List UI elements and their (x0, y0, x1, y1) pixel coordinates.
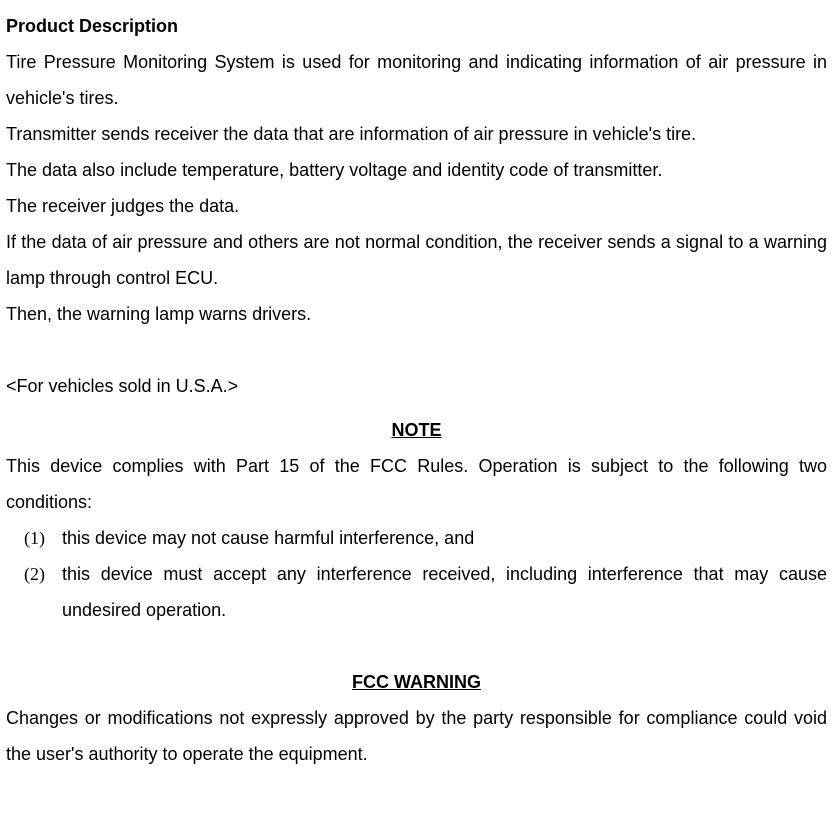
heading-note-text: NOTE (391, 420, 441, 440)
note-item-2-number: (2) (6, 556, 62, 628)
spacer (6, 332, 827, 368)
spacer (6, 404, 827, 412)
region-usa-heading: <For vehicles sold in U.S.A.> (6, 368, 827, 404)
heading-product-description: Product Description (6, 8, 827, 44)
paragraph-2: Transmitter sends receiver the data that… (6, 116, 827, 152)
paragraph-5: If the data of air pressure and others a… (6, 224, 827, 296)
note-item-2-text: this device must accept any interference… (62, 556, 827, 628)
note-list-item-2: (2) this device must accept any interfer… (6, 556, 827, 628)
paragraph-1: Tire Pressure Monitoring System is used … (6, 44, 827, 116)
heading-fcc-warning: FCC WARNING (6, 664, 827, 700)
heading-note: NOTE (6, 412, 827, 448)
paragraph-4: The receiver judges the data. (6, 188, 827, 224)
paragraph-3: The data also include temperature, batte… (6, 152, 827, 188)
note-list: (1) this device may not cause harmful in… (6, 520, 827, 628)
note-item-1-text: this device may not cause harmful interf… (62, 520, 827, 556)
note-list-item-1: (1) this device may not cause harmful in… (6, 520, 827, 556)
spacer (6, 628, 827, 664)
heading-fcc-warning-text: FCC WARNING (352, 672, 481, 692)
fcc-warning-body: Changes or modifications not expressly a… (6, 700, 827, 772)
note-intro: This device complies with Part 15 of the… (6, 448, 827, 520)
note-item-1-number: (1) (6, 520, 62, 556)
paragraph-6: Then, the warning lamp warns drivers. (6, 296, 827, 332)
